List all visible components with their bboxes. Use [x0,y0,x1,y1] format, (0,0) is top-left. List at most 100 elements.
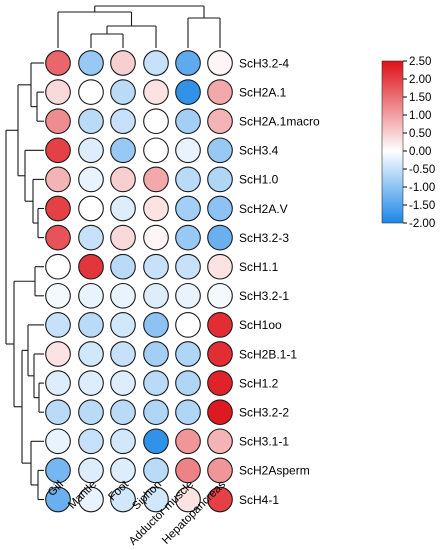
heatmap-cell [175,253,201,280]
heatmap-cell [143,457,169,484]
heatmap-cell [110,253,136,280]
heatmap-cell [207,428,233,455]
heatmap-cell [207,282,233,309]
heatmap-cell [45,399,71,426]
color-scale-tick-label: -1.00 [409,182,435,194]
heatmap-cell [143,195,169,222]
heatmap-cell [143,253,169,280]
color-scale-legend: 2.50 2.00 1.50 1.00 0.50 0.00 -0.50 -1.00 -1.50 -… [381,56,435,230]
heatmap-cell [45,166,71,193]
heatmap-cell [45,457,71,484]
row-label: ScH1.0 [239,173,279,187]
heatmap-cell [45,282,71,309]
heatmap-cell [78,457,104,484]
heatmap-cell [45,370,71,396]
heatmap-cells [45,50,233,513]
heatmap-cell [45,486,71,513]
heatmap-cell [78,486,104,513]
heatmap-cell [143,166,169,193]
heatmap-cell [207,312,233,338]
heatmap-cell [110,486,136,513]
heatmap-cell [78,79,104,105]
heatmap-cell [78,108,104,135]
heatmap-cell [207,486,233,513]
heatmap-cell [175,370,201,396]
heatmap-cell [207,341,233,367]
heatmap-cell [110,428,136,455]
heatmap-cell [110,370,136,396]
heatmap-cell [78,370,104,396]
row-label: ScH2A.1macro [239,115,320,129]
heatmap-cell [78,399,104,426]
row-label: ScH1.1 [239,260,279,274]
heatmap-cell [175,79,201,105]
color-scale-tick-label: 2.50 [409,56,431,68]
row-label: ScH2A.1 [239,85,287,99]
heatmap-cell [45,253,71,280]
heatmap-cell [175,282,201,309]
heatmap-cell [110,195,136,222]
heatmap-cell [45,108,71,135]
heatmap-cell [207,195,233,222]
heatmap-cell [143,341,169,367]
heatmap-cell [207,166,233,193]
heatmap-cell [143,137,169,164]
heatmap-cell [110,224,136,251]
heatmap-cell [175,166,201,193]
heatmap-cell [45,312,71,338]
heatmap-cell [143,50,169,76]
heatmap-cell [143,108,169,135]
heatmap-cell [78,195,104,222]
heatmap-cell [78,312,104,338]
heatmap-cell [175,341,201,367]
heatmap-cell [110,50,136,76]
heatmap-cell [175,457,201,484]
heatmap-cell [143,79,169,105]
heatmap-cell [78,50,104,76]
heatmap-cell [110,312,136,338]
color-scale-tick-label: -1.50 [409,200,435,212]
heatmap-cell [207,399,233,426]
row-label: ScH3.2-3 [239,231,289,245]
heatmap-cell [45,428,71,455]
heatmap-cell [175,399,201,426]
heatmap-cell [78,224,104,251]
heatmap-cell [110,282,136,309]
heatmap-cell [207,370,233,396]
heatmap-cell [45,195,71,222]
heatmap-cell [175,312,201,338]
heatmap-cell [45,224,71,251]
column-dendrogram [57,5,221,48]
heatmap-cell [78,428,104,455]
heatmap-cell [175,137,201,164]
row-label: ScH4-1 [239,493,279,507]
color-scale-tick-label: 0.00 [409,146,431,158]
heatmap-cell [143,486,169,513]
color-scale-tick-label: -2.00 [409,218,435,230]
heatmap-cell [175,195,201,222]
heatmap-cell [143,428,169,455]
heatmap-cell [78,341,104,367]
heatmap-cell [207,137,233,164]
color-scale-tick-label: 1.50 [409,92,431,104]
heatmap-cell [45,79,71,105]
row-label: ScH3.1-1 [239,435,289,449]
row-label: ScH3.4 [239,144,279,158]
heatmap-cell [175,50,201,76]
heatmap-cell [175,108,201,135]
heatmap-cell [175,486,201,513]
heatmap-cell [175,428,201,455]
heatmap-cell [175,224,201,251]
heatmap-cell [45,137,71,164]
row-labels: ScH3.2-4 ScH2A.1 ScH2A.1macro ScH3.4 ScH1.0 S… [239,56,320,507]
heatmap-cell [110,108,136,135]
row-label: ScH2A.V [239,202,288,216]
row-label: ScH3.2-1 [239,289,289,303]
row-label: ScH1oo [239,318,282,332]
heatmap-cell [110,399,136,426]
heatmap-cell [143,370,169,396]
heatmap-cell [207,79,233,105]
color-scale-bar [381,60,404,224]
